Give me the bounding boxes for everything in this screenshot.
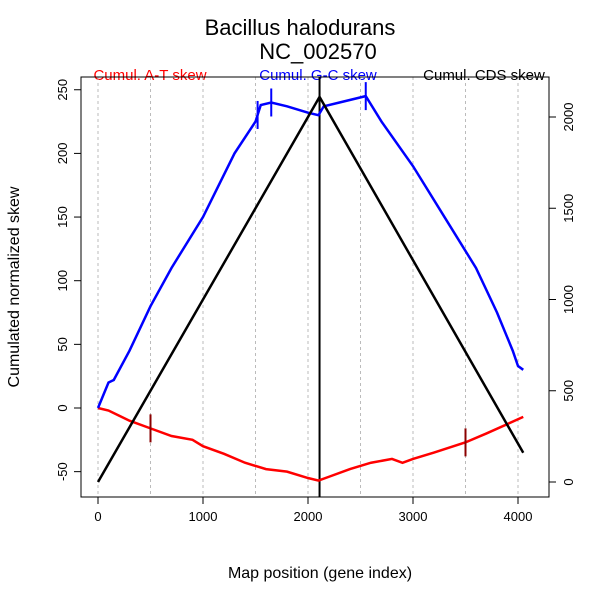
y-left-tick-label: 200 <box>55 143 70 165</box>
chart-subtitle: NC_002570 <box>259 39 376 64</box>
y-right-tick-label: 500 <box>561 380 576 402</box>
x-tick-label: 1000 <box>189 509 218 524</box>
y-left-tick-label: 250 <box>55 79 70 101</box>
y-left-tick-label: 50 <box>55 337 70 351</box>
x-tick-label: 3000 <box>399 509 428 524</box>
series-line <box>97 406 524 482</box>
series-line <box>96 94 524 409</box>
x-tick-label: 2000 <box>294 509 323 524</box>
y-left-tick-label: 150 <box>55 206 70 228</box>
y-right-tick-label: 1000 <box>561 285 576 314</box>
y-axis-label: Cumulated normalized skew <box>6 186 23 387</box>
x-tick-label: 4000 <box>504 509 533 524</box>
y-left-tick-label: 100 <box>55 270 70 292</box>
legend-at: Cumul. A-T skew <box>93 67 206 84</box>
y-right-tick-label: 2000 <box>561 103 576 132</box>
x-axis-label: Map position (gene index) <box>228 565 412 582</box>
legend-cds: Cumul. CDS skew <box>423 67 545 84</box>
legend-gc: Cumul. G-C skew <box>259 67 377 84</box>
series-line <box>96 94 525 483</box>
y-left-tick-label: 0 <box>55 404 70 411</box>
plot-frame <box>80 76 550 498</box>
y-left-tick-label: -50 <box>55 462 70 481</box>
y-right-tick-label: 0 <box>561 478 576 485</box>
x-tick-label: 0 <box>94 509 101 524</box>
y-right-tick-label: 1500 <box>561 194 576 223</box>
chart-title: Bacillus halodurans <box>205 15 396 40</box>
